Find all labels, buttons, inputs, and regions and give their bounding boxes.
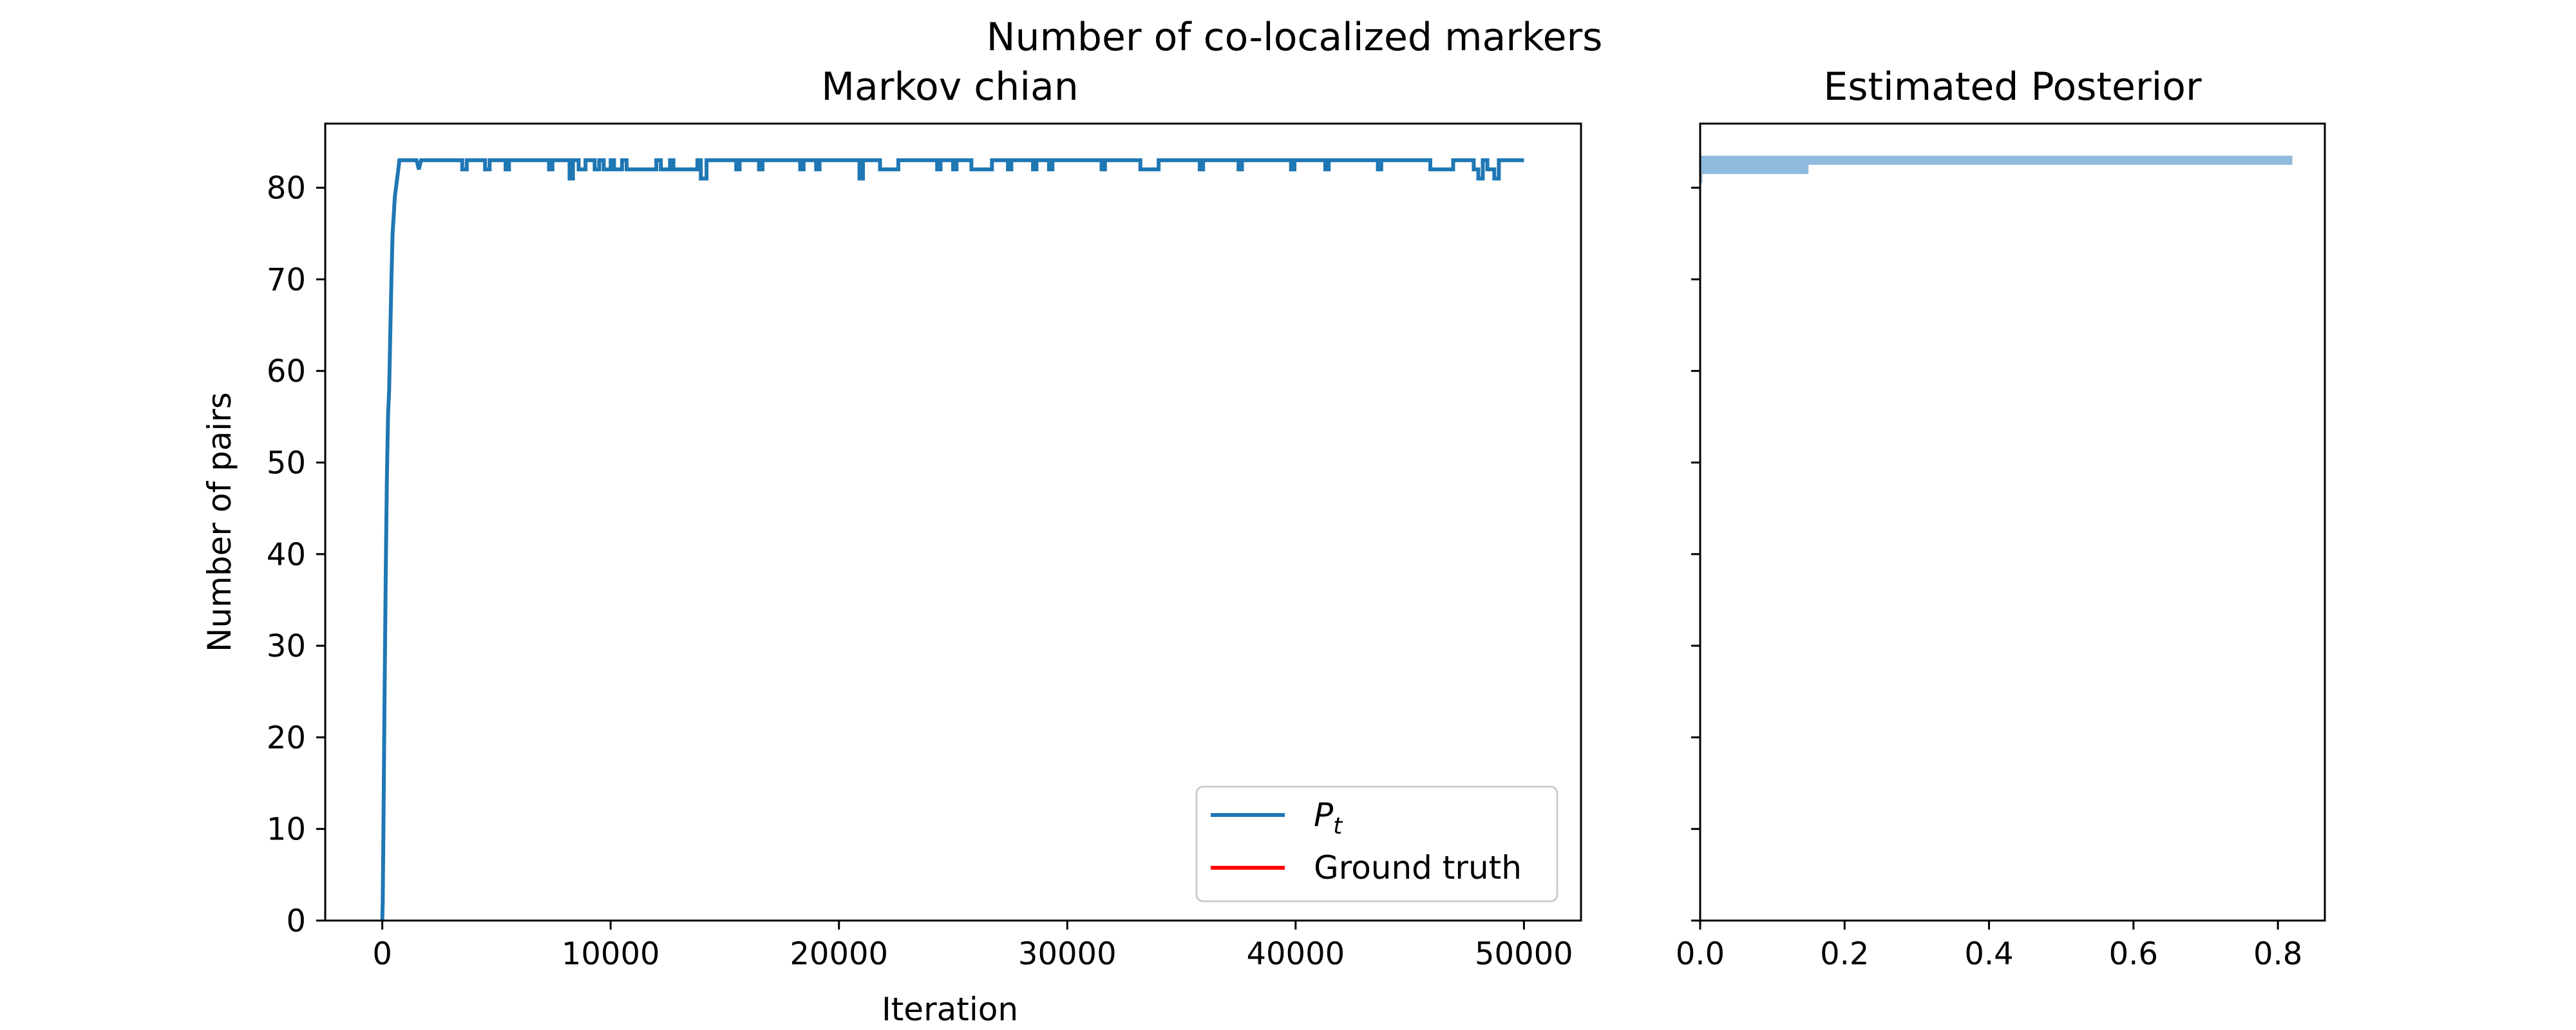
x-tick-label: 0.2 xyxy=(1820,936,1869,972)
posterior-x-axis: 0.0 0.2 0.4 0.6 0.8 xyxy=(1676,921,2302,972)
posterior-plot-area xyxy=(1700,124,2325,921)
markov-chain-panel: Markov chian 0 10000 20000 30000 40000 50000 … xyxy=(201,64,1582,1028)
y-tick-label: 20 xyxy=(267,720,306,756)
legend-trace-symbol: P xyxy=(1314,796,1334,834)
x-tick-label: 0.6 xyxy=(2109,936,2158,972)
markov-chain-frame xyxy=(324,122,1582,922)
posterior-bar xyxy=(1700,165,1809,174)
x-tick-label: 0.4 xyxy=(1964,936,2013,972)
x-tick-label: 30000 xyxy=(1018,936,1117,972)
y-tick-label: 30 xyxy=(267,628,306,664)
trace-line xyxy=(380,158,1524,921)
markov-chain-y-label: Number of pairs xyxy=(201,392,238,652)
x-tick-label: 0 xyxy=(372,936,392,972)
legend-trace-subscript: t xyxy=(1333,813,1343,839)
markov-chain-title: Markov chian xyxy=(821,64,1079,109)
posterior-frame xyxy=(1699,122,2326,922)
x-tick-label: 10000 xyxy=(562,936,660,972)
legend-label-trace: Pt xyxy=(1314,796,1343,839)
figure-suptitle: Number of co-localized markers xyxy=(987,15,1603,60)
x-tick-label: 20000 xyxy=(790,936,888,972)
x-tick-label: 0.8 xyxy=(2253,936,2302,972)
markov-chain-y-axis: 0 10 20 30 40 50 60 70 80 xyxy=(267,171,325,939)
posterior-title: Estimated Posterior xyxy=(1823,64,2202,109)
y-tick-label: 40 xyxy=(267,537,306,573)
markov-chain-x-label: Iteration xyxy=(882,991,1018,1028)
y-tick-label: 0 xyxy=(286,903,306,939)
x-tick-label: 40000 xyxy=(1246,936,1345,972)
posterior-bar xyxy=(1700,174,1703,183)
posterior-panel: Estimated Posterior 0.0 0.2 0.4 0.6 0.8 xyxy=(1676,64,2326,972)
y-tick-label: 60 xyxy=(267,353,306,389)
posterior-bar xyxy=(1700,155,2293,165)
x-tick-label: 50000 xyxy=(1475,936,1573,972)
y-tick-label: 10 xyxy=(267,812,306,848)
markov-chain-x-axis: 0 10000 20000 30000 40000 50000 xyxy=(372,921,1573,972)
y-tick-label: 80 xyxy=(267,171,306,207)
x-tick-label: 0.0 xyxy=(1676,936,1725,972)
y-tick-label: 70 xyxy=(267,262,306,298)
y-tick-label: 50 xyxy=(267,445,306,482)
posterior-y-axis xyxy=(1691,187,1700,922)
legend: Pt Ground truth xyxy=(1195,785,1558,903)
posterior-bars xyxy=(1700,155,2293,183)
legend-box xyxy=(1195,785,1558,903)
legend-label-ground-truth: Ground truth xyxy=(1314,849,1522,886)
